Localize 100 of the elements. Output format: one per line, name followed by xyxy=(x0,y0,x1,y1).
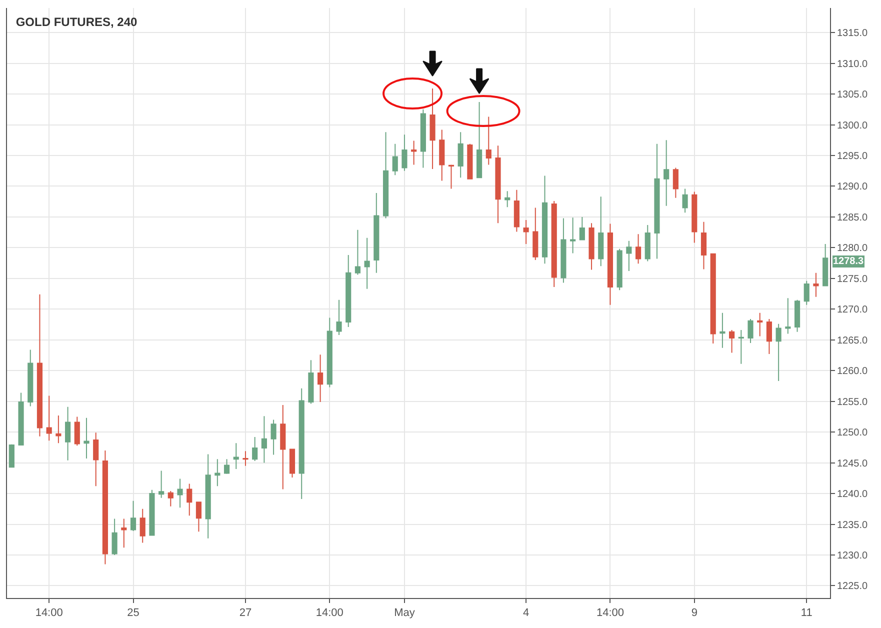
candlestick xyxy=(700,221,707,270)
candlestick xyxy=(8,444,14,468)
candlestick xyxy=(448,164,454,190)
candlestick xyxy=(579,216,585,241)
candlestick xyxy=(242,450,248,466)
candlestick xyxy=(177,478,183,508)
candlestick xyxy=(785,298,791,334)
candlestick xyxy=(28,349,34,407)
candlestick xyxy=(776,323,782,382)
candlestick xyxy=(65,406,71,461)
candlestick xyxy=(748,318,754,344)
candlestick xyxy=(308,360,314,404)
candlestick xyxy=(766,318,772,355)
candlestick xyxy=(392,143,398,176)
candlestick xyxy=(738,330,744,364)
candlestick xyxy=(692,191,698,244)
x-tick-label: 25 xyxy=(127,607,140,620)
candlestick xyxy=(168,490,174,507)
candlestick xyxy=(36,294,43,437)
candlestick xyxy=(112,518,118,556)
y-tick-label: 1310.0 xyxy=(837,58,868,70)
candlestick xyxy=(233,442,239,470)
y-tick-label: 1275.0 xyxy=(837,274,868,285)
x-tick-label: 9 xyxy=(691,607,698,620)
candlestick xyxy=(158,470,164,498)
candlestick xyxy=(196,502,202,532)
candlestick xyxy=(346,254,352,328)
candlestick xyxy=(720,312,726,348)
candlestick xyxy=(420,108,426,168)
candlestick xyxy=(560,218,566,284)
x-tick-label: 27 xyxy=(239,607,252,620)
candlestick xyxy=(354,229,360,276)
text: GOLD FUTURES, 240 xyxy=(16,15,138,30)
y-tick-label: 1240.0 xyxy=(837,489,868,500)
y-tick-label: 1255.0 xyxy=(837,396,868,408)
y-tick-label: 1295.0 xyxy=(837,151,868,162)
candlestick xyxy=(411,140,417,166)
candlestick xyxy=(402,134,408,172)
y-tick-label: 1235.0 xyxy=(837,520,868,531)
candlestick xyxy=(84,417,90,459)
y-tick-label: 1300.0 xyxy=(837,120,868,132)
candlestick xyxy=(289,448,296,478)
y-tick-label: 1245.0 xyxy=(837,458,868,470)
candlestick xyxy=(644,224,650,262)
candlestick xyxy=(214,458,220,487)
candlestick xyxy=(186,483,192,516)
x-tick-label: 14:00 xyxy=(596,607,624,620)
candlestick xyxy=(121,518,127,548)
y-tick-label: 1285.0 xyxy=(837,212,868,224)
candlestick xyxy=(813,272,819,298)
candlestick xyxy=(149,489,155,536)
text: 1278.3 xyxy=(833,256,864,267)
candlestick xyxy=(18,392,24,446)
x-tick-label: 14:00 xyxy=(316,607,344,620)
candlestick xyxy=(430,88,436,170)
candlestick xyxy=(635,234,642,264)
candlestick xyxy=(514,189,520,232)
candlestick xyxy=(298,388,304,500)
candlestick xyxy=(261,416,267,464)
y-tick-label: 1315.0 xyxy=(837,28,868,40)
candlestick xyxy=(205,454,211,539)
candlestick xyxy=(318,354,324,402)
candlestick xyxy=(570,217,576,254)
candlestick xyxy=(140,508,146,544)
candlestick xyxy=(46,395,52,442)
candlestick xyxy=(458,132,464,178)
y-tick-label: 1225.0 xyxy=(837,581,868,592)
candlestick xyxy=(523,220,529,244)
candlestick xyxy=(664,140,670,206)
candlestick xyxy=(439,129,445,182)
candlestick xyxy=(280,404,286,490)
candlestick xyxy=(822,244,828,286)
candlestick xyxy=(542,175,548,264)
candlestick xyxy=(476,102,482,178)
candlestick xyxy=(551,200,557,288)
y-tick-label: 1260.0 xyxy=(837,366,868,378)
candlestick xyxy=(654,143,660,260)
candlestick xyxy=(130,500,136,532)
candlestick xyxy=(710,253,716,344)
candlestick xyxy=(626,240,632,272)
candlestick xyxy=(374,192,380,274)
y-tick-label: 1280.0 xyxy=(837,243,868,254)
x-tick-label: May xyxy=(394,607,416,620)
x-tick-label: 11 xyxy=(800,607,812,620)
y-tick-label: 1305.0 xyxy=(837,90,868,101)
x-tick-label: 4 xyxy=(522,607,530,620)
candlestick xyxy=(326,317,332,388)
y-tick-label: 1270.0 xyxy=(837,304,868,316)
candlestick xyxy=(224,458,230,474)
candlestick xyxy=(532,207,538,260)
candlestick xyxy=(270,419,276,456)
candlestick xyxy=(382,132,389,219)
candlestick xyxy=(588,222,594,270)
candlestick xyxy=(252,436,258,462)
y-tick-label: 1290.0 xyxy=(837,182,868,193)
candlestick xyxy=(682,188,688,214)
candlestick xyxy=(794,299,800,332)
y-tick-label: 1230.0 xyxy=(837,550,868,562)
candlestick xyxy=(364,237,370,290)
candlestick xyxy=(616,248,622,291)
